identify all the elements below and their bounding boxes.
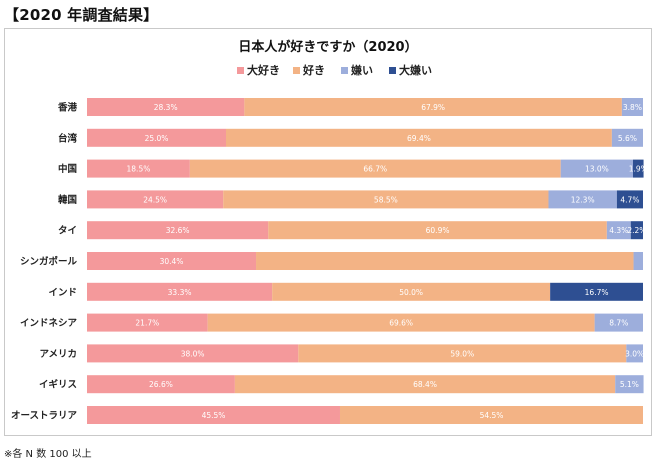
data-label: 4.3% [609,226,628,235]
category-label: 台湾 [58,132,78,144]
data-label: 33.3% [168,288,192,297]
bar-segment [207,313,595,332]
bar-segment [87,406,340,424]
bar-segment [234,375,616,394]
data-label: 38.0% [181,349,205,358]
bar-segment [87,128,226,147]
data-label: 69.6% [389,319,413,328]
bar-segment [594,313,643,332]
data-label: 1.9% [629,165,648,174]
bar-segment [87,98,245,116]
bar-segment [630,221,643,240]
bar-segment [87,190,224,209]
bar-segment [244,98,622,116]
data-label: 8.7% [609,319,628,328]
data-label: 69.4% [407,134,431,143]
bar-segment [87,313,208,332]
category-label: アメリカ [39,349,77,360]
bar-segment [621,98,643,116]
category-label: インド [48,287,77,298]
category-label: 香港 [57,102,78,114]
legend-swatch [341,67,348,74]
legend-swatch [389,67,396,74]
bar-segment [548,190,617,209]
data-label: 3.8% [623,103,642,112]
legend-label: 嫌い [350,63,373,77]
bar-segment [298,344,627,363]
bar-segment [87,375,235,394]
data-label: 26.6% [149,380,173,389]
bar-segment [87,282,273,301]
legend-label: 大嫌い [399,63,432,77]
data-label: 50.0% [399,288,423,297]
page-title: 【2020 年調査結果】 [4,6,159,24]
bar-segment [560,159,633,178]
category-label: オーストラリア [11,411,78,422]
bar-segment [87,221,269,240]
data-label: 3.0% [625,349,644,358]
data-label: 66.7% [363,165,387,174]
bar-segment [611,128,643,147]
data-label: 59.0% [450,349,474,358]
bar-segment [633,252,643,270]
data-label: 5.6% [618,134,637,143]
bar-segment [626,344,643,363]
data-label: 2.2% [627,226,646,235]
legend-swatch [293,67,300,74]
bar-segment [616,190,643,209]
data-label: 12.3% [571,195,595,204]
bar-segment [632,159,644,178]
category-label: 韓国 [58,194,77,206]
data-label: 24.5% [143,195,167,204]
bar-segment [268,221,607,240]
category-label: 中国 [58,163,77,175]
legend-label: 好き [302,63,325,77]
bar-segment [339,406,643,424]
data-label: 67.9% [421,103,445,112]
data-label: 13.0% [585,165,609,174]
category-label: インドネシア [20,318,78,329]
bar-segment [226,128,612,147]
data-label: 45.5% [202,411,226,420]
chart-area: 日本人が好きですか（2020） 大好き 好き 嫌い 大嫌い香港 28.3% 67.9% 3.8… [4,28,652,436]
category-label: シンガポール [20,256,78,268]
bar-segment [223,190,549,209]
bar-segment [550,282,643,301]
chart-title: 日本人が好きですか（2020） [238,39,417,55]
data-label: 21.7% [135,319,159,328]
legend-swatch [237,67,244,74]
bar-segment [272,282,551,301]
data-label: 68.4% [413,380,437,389]
bar-segment [256,252,634,270]
legend-label: 大好き [247,63,280,77]
data-label: 32.6% [166,226,190,235]
data-label: 4.7% [620,195,639,204]
data-label: 30.4% [160,257,184,266]
data-label: 16.7% [585,288,609,297]
data-label: 60.9% [426,226,450,235]
data-label: 28.3% [154,103,178,112]
data-label: 5.1% [620,380,639,389]
bar-segment [87,252,257,270]
data-label: 58.5% [374,195,398,204]
data-label: 18.5% [127,165,151,174]
data-label: 25.0% [145,134,169,143]
category-label: タイ [58,225,77,237]
bar-segment [615,375,644,394]
bar-segment [606,221,631,240]
category-label: イギリス [39,379,77,391]
footnote: ※各 N 数 100 以上 [4,449,92,460]
data-label: 54.5% [480,411,504,420]
bar-segment [87,344,299,363]
bar-segment [87,159,190,178]
bar-segment [189,159,561,178]
